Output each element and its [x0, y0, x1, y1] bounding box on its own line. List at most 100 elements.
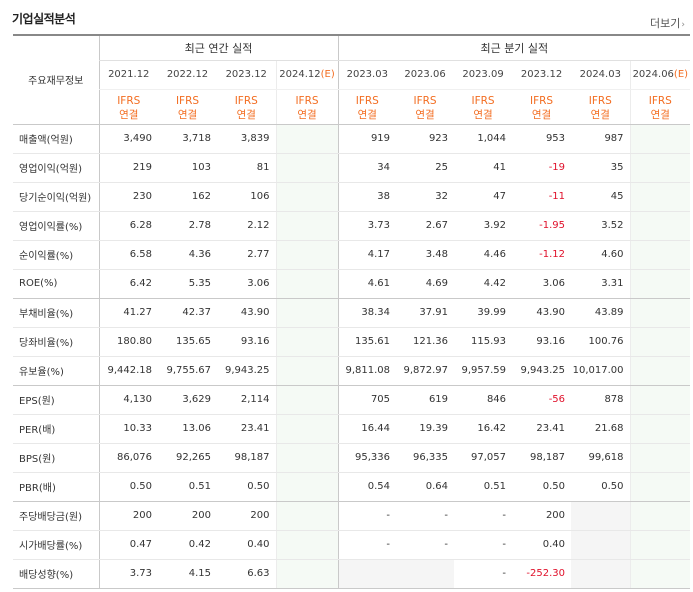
table-row: 유보율(%) 9,442.18 9,755.67 9,943.25 9,811.08 9,…	[13, 356, 691, 386]
table-cell: 878	[571, 385, 631, 415]
period-header-estimate: 2024.06(E)	[629, 60, 691, 90]
table-row: 당기순이익(억원) 230 162 106 38 32 47 -11 45	[13, 182, 691, 212]
ifrs-label: IFRS 연결	[158, 89, 217, 125]
consolidated-line: 연결	[473, 109, 493, 121]
table-cell: 47	[454, 182, 513, 212]
table-cell: -	[338, 530, 397, 560]
consolidated-line: 연결	[415, 109, 435, 121]
ifrs-label: IFRS 연결	[275, 89, 339, 125]
period-row: 2021.12 2022.12 2023.12 2024.12(E) 2023.…	[13, 60, 691, 90]
table-cell: 100.76	[571, 327, 631, 357]
table-cell: 0.50	[217, 472, 276, 502]
table-cell: 4.61	[338, 269, 397, 299]
consolidated-line: 연결	[531, 109, 552, 121]
row-label: 순이익률(%)	[13, 240, 99, 270]
table-cell: 3.06	[217, 269, 276, 299]
table-cell: 0.50	[512, 472, 572, 502]
period-header: 2021.12	[98, 60, 158, 90]
table-cell: 4.17	[338, 240, 397, 270]
table-cell: 9,755.67	[158, 356, 217, 386]
table-cell: 98,187	[512, 443, 572, 473]
table-cell: 919	[338, 124, 397, 154]
table-row: BPS(원) 86,076 92,265 98,187 95,336 96,335 97,0…	[13, 443, 691, 473]
period-header-label: 2024.12	[279, 69, 321, 80]
table-cell: 3.92	[454, 211, 513, 241]
table-cell	[629, 559, 691, 589]
table-row: 부채비율(%) 41.27 42.37 43.90 38.34 37.91 39.99 43.…	[13, 298, 691, 328]
table-cell	[275, 559, 339, 589]
consolidated-line: 연결	[297, 109, 317, 121]
period-header-estimate: 2024.12(E)	[275, 60, 339, 90]
table-cell	[275, 298, 339, 328]
table-cell: -	[396, 501, 455, 531]
row-label: BPS(원)	[13, 443, 99, 473]
table-cell: 25	[396, 153, 455, 183]
table-cell: 103	[158, 153, 217, 183]
table-cell: 4.36	[158, 240, 217, 270]
row-label: 부채비율(%)	[13, 298, 99, 328]
row-label: 당좌비율(%)	[13, 327, 99, 357]
table-cell: 86,076	[98, 443, 158, 473]
ifrs-label: IFRS 연결	[217, 89, 276, 125]
table-cell: 23.41	[512, 414, 572, 444]
financial-rows: 매출액(억원) 3,490 3,718 3,839 919 923 1,044 953 987 영…	[13, 124, 691, 589]
table-cell: -	[396, 530, 455, 560]
table-cell: 2.12	[217, 211, 276, 241]
consolidated-line: 연결	[650, 109, 670, 121]
table-cell: 4.15	[158, 559, 217, 589]
table-cell: 200	[98, 501, 158, 531]
table-cell: 38	[338, 182, 397, 212]
table-cell: 2.67	[396, 211, 455, 241]
table-cell	[275, 501, 339, 531]
table-row: 당좌비율(%) 180.80 135.65 93.16 135.61 121.36 115.…	[13, 327, 691, 357]
consolidated-line: 연결	[590, 109, 610, 121]
ifrs-line: IFRS	[413, 95, 437, 107]
more-link[interactable]: 더보기›	[650, 15, 685, 31]
table-cell: -	[454, 530, 513, 560]
table-cell	[275, 327, 339, 357]
table-cell: 200	[512, 501, 572, 531]
table-cell: 93.16	[512, 327, 572, 357]
table-cell: -19	[512, 153, 572, 183]
table-cell: 4,130	[98, 385, 158, 415]
consolidated-line: 연결	[119, 109, 139, 121]
table-cell: -1.95	[512, 211, 572, 241]
table-cell	[275, 153, 339, 183]
consolidated-line: 연결	[236, 109, 256, 121]
table-cell	[275, 385, 339, 415]
table-cell	[629, 414, 691, 444]
table-cell: -56	[512, 385, 572, 415]
ifrs-line: IFRS	[355, 95, 379, 107]
row-label: PER(배)	[13, 414, 99, 444]
table-cell: 846	[454, 385, 513, 415]
table-cell: 2.78	[158, 211, 217, 241]
period-header: 2022.12	[158, 60, 217, 90]
consolidated-line: 연결	[177, 109, 198, 121]
table-cell	[275, 472, 339, 502]
ifrs-line: IFRS	[117, 95, 141, 107]
table-cell: 3.31	[571, 269, 631, 299]
ifrs-line: IFRS	[529, 95, 554, 107]
table-row: 순이익률(%) 6.58 4.36 2.77 4.17 3.48 4.46 -1.12 4.60	[13, 240, 691, 270]
table-cell: 619	[396, 385, 455, 415]
table-cell: 1,044	[454, 124, 513, 154]
row-label: 당기순이익(억원)	[13, 182, 99, 212]
table-cell	[629, 298, 691, 328]
table-cell: 5.35	[158, 269, 217, 299]
row-label: 유보율(%)	[13, 356, 99, 386]
table-cell: 705	[338, 385, 397, 415]
annual-group-header: 최근 연간 실적	[98, 34, 339, 61]
table-cell: 106	[217, 182, 276, 212]
financial-summary-table: 주요재무정보 최근 연간 실적 최근 분기 실적 2021.12 2022.12…	[13, 34, 691, 589]
ifrs-line: IFRS	[471, 95, 495, 107]
table-cell: -11	[512, 182, 572, 212]
period-header: 2023.03	[338, 60, 397, 90]
table-cell: 121.36	[396, 327, 455, 357]
table-cell: 0.50	[571, 472, 631, 502]
table-cell: 0.42	[158, 530, 217, 560]
table-cell: 96,335	[396, 443, 455, 473]
table-cell: 135.61	[338, 327, 397, 357]
table-cell	[629, 327, 691, 357]
table-cell: 953	[512, 124, 572, 154]
table-row: ROE(%) 6.42 5.35 3.06 4.61 4.69 4.42 3.06 3.31	[13, 269, 691, 299]
